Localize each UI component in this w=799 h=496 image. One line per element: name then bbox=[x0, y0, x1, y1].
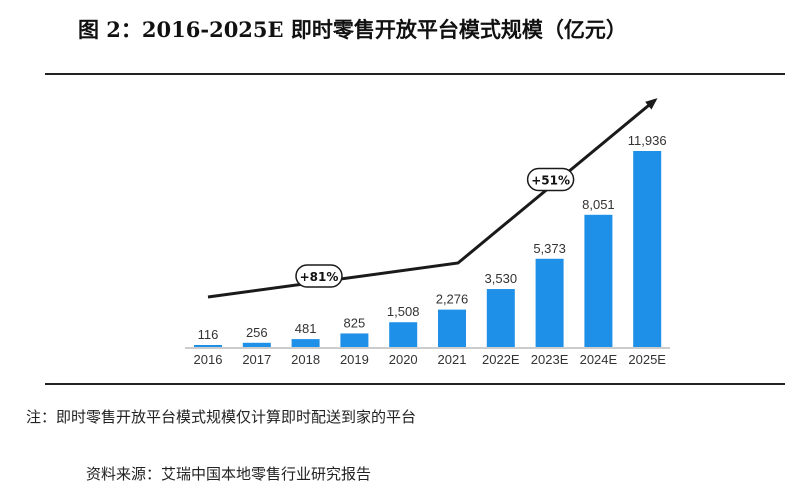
bar-2016 bbox=[194, 345, 222, 347]
bar-chart: 116 256 481 825 1,508 2,276 3,530 5,373 8,051 11,… bbox=[185, 98, 670, 367]
value-label-2016: 116 bbox=[198, 327, 219, 342]
bar-2025E bbox=[633, 151, 662, 347]
value-label-2018: 481 bbox=[295, 321, 317, 336]
value-label-2021: 2,276 bbox=[436, 292, 469, 307]
tick-label-2017: 2017 bbox=[242, 352, 271, 367]
growth-badge-1: +81% bbox=[295, 264, 343, 288]
tick-label-2024E: 2024E bbox=[580, 352, 618, 367]
tick-label-2016: 2016 bbox=[194, 352, 223, 367]
bar-2022E bbox=[486, 289, 515, 347]
bar-2019 bbox=[340, 333, 369, 347]
growth-badge-2: +51% bbox=[526, 167, 575, 192]
value-label-2020: 1,508 bbox=[387, 304, 420, 319]
tick-label-2018: 2018 bbox=[291, 352, 320, 367]
tick-label-2023E: 2023E bbox=[531, 352, 569, 367]
chart-note: 注：即时零售开放平台模式规模仅计算即时配送到家的平台 bbox=[26, 408, 417, 426]
bar-2024E bbox=[584, 214, 613, 347]
bar-2017 bbox=[242, 342, 271, 347]
tick-label-2021: 2021 bbox=[438, 352, 467, 367]
bottom-rule bbox=[45, 383, 785, 385]
value-label-2025E: 11,936 bbox=[628, 133, 667, 148]
trend-arrow bbox=[207, 98, 658, 299]
value-label-2017: 256 bbox=[246, 325, 268, 340]
tick-label-2025E: 2025E bbox=[628, 352, 666, 367]
tick-label-2022E: 2022E bbox=[482, 352, 520, 367]
growth-badge-label: +51% bbox=[531, 174, 570, 188]
tick-label-2019: 2019 bbox=[340, 352, 369, 367]
bar-2018 bbox=[291, 339, 320, 347]
chart-title: 图 2：2016-2025E 即时零售开放平台模式规模（亿元） bbox=[78, 17, 627, 42]
value-label-2023E: 5,373 bbox=[533, 241, 566, 256]
bar-2021 bbox=[438, 309, 466, 347]
chart-source: 资料来源：艾瑞中国本地零售行业研究报告 bbox=[86, 465, 372, 483]
tick-label-2020: 2020 bbox=[389, 352, 418, 367]
bar-2020 bbox=[389, 322, 418, 347]
growth-badge-label: +81% bbox=[300, 270, 339, 284]
top-rule bbox=[45, 73, 785, 75]
bar-2023E bbox=[535, 258, 564, 347]
value-label-2022E: 3,530 bbox=[485, 271, 518, 286]
value-label-2024E: 8,051 bbox=[582, 197, 615, 212]
value-label-2019: 825 bbox=[344, 315, 366, 330]
